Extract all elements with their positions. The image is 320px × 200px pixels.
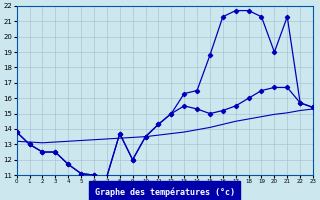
X-axis label: Graphe des températures (°c): Graphe des températures (°c): [95, 187, 235, 197]
